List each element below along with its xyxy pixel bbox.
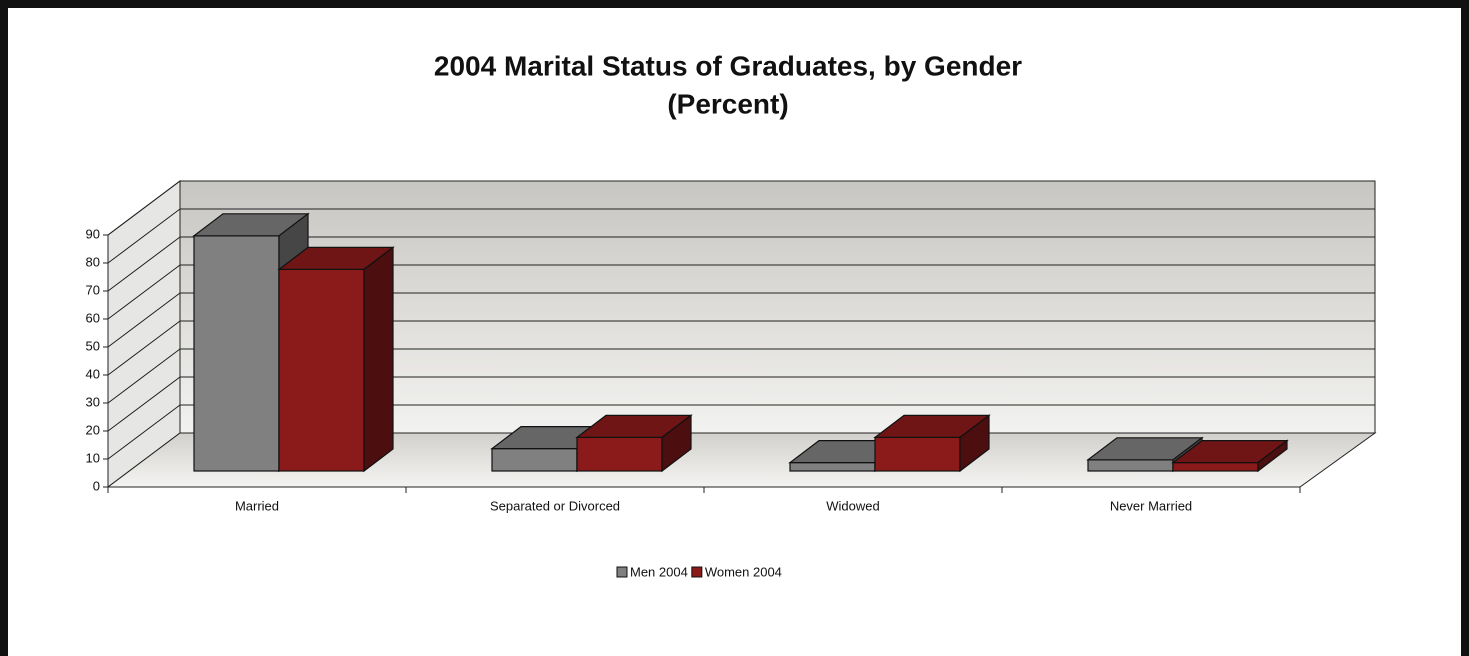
grid-line (107, 404, 181, 460)
grid-line (107, 320, 181, 376)
y-tick-label: 60 (86, 310, 100, 325)
grid-line (107, 348, 181, 404)
grid-line (107, 264, 181, 320)
bar-front (1087, 459, 1174, 472)
grid-line (107, 236, 181, 292)
y-tick-label: 70 (86, 282, 100, 297)
legend-swatch (691, 566, 703, 578)
x-tick-label: Separated or Divorced (490, 498, 620, 513)
y-tick-label: 30 (86, 394, 100, 409)
x-tick-label: Widowed (826, 498, 879, 513)
y-tick-label: 90 (86, 226, 100, 241)
bar-side (363, 246, 394, 473)
grid-line (107, 292, 181, 348)
x-tick-label: Never Married (1110, 498, 1192, 513)
bar-front (789, 462, 876, 472)
legend-label: Men 2004 (630, 564, 688, 579)
y-tick-label: 80 (86, 254, 100, 269)
chart-subtitle: (Percent) (667, 88, 788, 119)
bar-side (959, 414, 990, 473)
chart-title: 2004 Marital Status of Graduates, by Gen… (434, 50, 1022, 81)
x-tick-label: Married (235, 498, 279, 513)
bar-front (576, 436, 663, 472)
y-tick-label: 20 (86, 422, 100, 437)
bar-front (1172, 462, 1259, 472)
y-tick-label: 40 (86, 366, 100, 381)
bar-front (193, 235, 280, 472)
y-tick-label: 10 (86, 450, 100, 465)
grid-line (107, 208, 181, 264)
bar-front (278, 268, 365, 472)
y-tick-label: 0 (93, 478, 100, 493)
bar-front (491, 448, 578, 472)
bar-front (874, 436, 961, 472)
floor (106, 432, 1377, 488)
grid-line (107, 376, 181, 432)
bar-side (1257, 439, 1288, 473)
grid-line (107, 180, 181, 236)
y-tick-label: 50 (86, 338, 100, 353)
legend-label: Women 2004 (705, 564, 782, 579)
bar-side (661, 414, 692, 473)
legend-swatch (616, 566, 628, 578)
